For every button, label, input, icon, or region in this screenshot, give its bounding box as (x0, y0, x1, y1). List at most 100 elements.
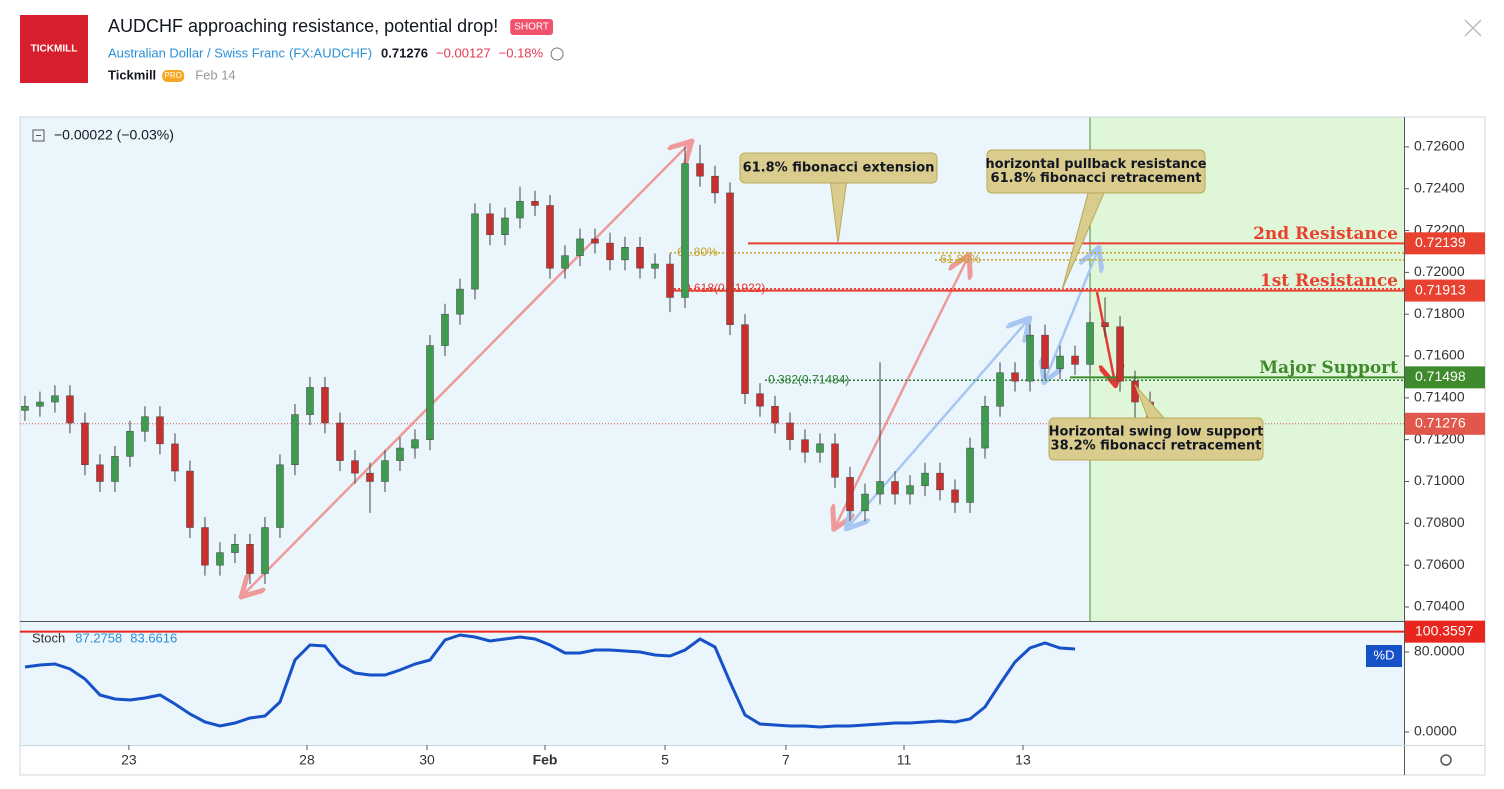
candle-body (1011, 372, 1019, 382)
symbol-info: Australian Dollar / Swiss Franc (108, 45, 285, 60)
callout-text: horizontal pullback resistance (985, 157, 1206, 172)
settings-button[interactable] (1440, 754, 1452, 766)
callout-text: 38.2% fibonacci retracement (1051, 439, 1262, 454)
arrow (1045, 250, 1098, 380)
candle-body (276, 464, 284, 528)
candle-body (666, 263, 674, 298)
y-tick-label: 0.71800 (1414, 305, 1465, 321)
callout-text: 61.8% fibonacci extension (743, 161, 935, 176)
candle-body (996, 372, 1004, 407)
candle-body (456, 288, 464, 315)
y-tick-label: 0.72600 (1414, 138, 1465, 154)
y-tick-label: 0.72000 (1414, 263, 1465, 279)
y-tick-label: 0.71400 (1414, 389, 1465, 405)
stoch-value: 83.6616 (130, 630, 177, 645)
candle-body (681, 163, 689, 298)
y-tick-label: 0.71000 (1414, 472, 1465, 488)
candle-body (486, 213, 494, 235)
level-box (1405, 232, 1485, 255)
candle-body (1056, 355, 1064, 369)
candle-body (381, 460, 389, 482)
callout-box (986, 149, 1206, 194)
candle-body (936, 472, 944, 491)
fib-label: 61.80% (940, 252, 981, 266)
alert-icon[interactable] (550, 47, 564, 61)
d-badge-text: %D (1374, 647, 1395, 662)
candle-body (1086, 322, 1094, 365)
stoch-ref-label: 100.3597 (1415, 622, 1474, 638)
level-box (1405, 366, 1485, 389)
candle-body (216, 552, 224, 566)
level-name: Major Support (1259, 358, 1398, 378)
level-box (1405, 279, 1485, 302)
candle-body (501, 217, 509, 235)
candle-body (531, 201, 539, 206)
candle-body (906, 485, 914, 495)
callout-text: 61.8% fibonacci retracement (991, 171, 1202, 186)
level-value: 0.71498 (1415, 368, 1466, 384)
collapse-button[interactable] (32, 129, 45, 142)
d-badge (1366, 645, 1402, 667)
callout-box (739, 152, 938, 184)
candle-body (651, 263, 659, 269)
candle-body (201, 527, 209, 566)
candle-body (126, 431, 134, 457)
symbol-info: −0.00127 (436, 45, 491, 60)
pro-badge (162, 70, 185, 82)
badge-text: SHORT (514, 22, 549, 33)
symbol-info: −0.18% (499, 45, 544, 60)
stoch-ref-box (1405, 620, 1485, 643)
candle-body (426, 345, 434, 440)
candle-body (711, 175, 719, 194)
stoch-tick-label: 80.0000 (1414, 643, 1465, 659)
candle-body (561, 255, 569, 269)
candle-body (1101, 322, 1109, 328)
y-tick-label: 0.72400 (1414, 179, 1465, 195)
candle-body (336, 422, 344, 461)
candle-body (801, 439, 809, 453)
stoch-line (24, 633, 1076, 729)
legend-change: −0.00022 (−0.03%) (54, 127, 174, 143)
close-button[interactable] (1464, 19, 1482, 37)
candle-body (591, 238, 599, 244)
candle-body (246, 543, 254, 574)
candle-body (411, 439, 419, 449)
candle-body (861, 493, 869, 512)
x-tick-label: 11 (897, 752, 912, 768)
author: Tickmill (108, 67, 156, 82)
candle-body (471, 213, 479, 290)
candle-body (756, 393, 764, 407)
candle-body (636, 247, 644, 269)
candle-body (621, 247, 629, 261)
x-tick-label: 23 (121, 752, 137, 768)
candle-body (111, 456, 119, 482)
candle-body (951, 489, 959, 503)
candle-body (186, 470, 194, 528)
candle-body (516, 201, 524, 219)
x-tick-label: 7 (782, 752, 790, 768)
candle-body (831, 443, 839, 478)
fib-label: 0.618(0.71922) (684, 281, 765, 295)
candle-body (96, 464, 104, 482)
candle-body (171, 443, 179, 472)
candle-body (231, 543, 239, 553)
candle-body (261, 527, 269, 574)
y-tick-label: 0.71600 (1414, 347, 1465, 363)
candle-body (321, 387, 329, 424)
logo-text: TICKMILL (31, 44, 78, 55)
candle-body (351, 460, 359, 474)
symbol-info: 0.71276 (381, 45, 428, 60)
candle-body (876, 481, 884, 495)
candle-body (141, 416, 149, 432)
candle-body (366, 472, 374, 482)
symbol-info: (FX:AUDCHF) (289, 45, 372, 60)
candle-body (816, 443, 824, 453)
candle-body (606, 242, 614, 261)
candle-body (846, 477, 854, 512)
candle-body (441, 313, 449, 346)
level-value: 0.72139 (1415, 234, 1466, 250)
candle-body (306, 387, 314, 415)
target-zone (1090, 117, 1404, 621)
y-tick-label: 0.70800 (1414, 514, 1465, 530)
